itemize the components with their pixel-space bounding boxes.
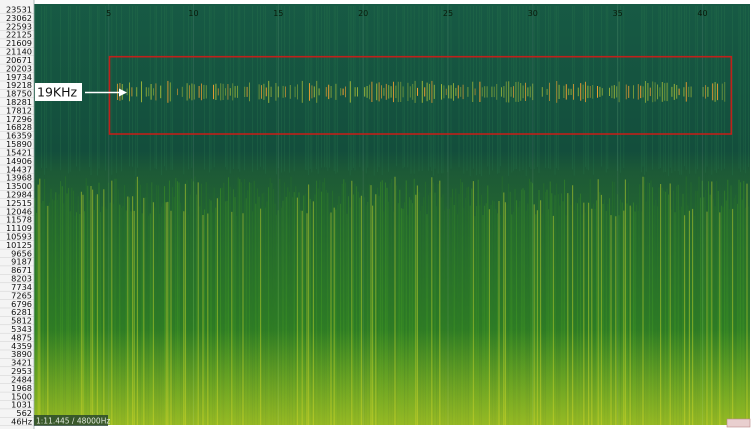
y-tick-label: 12046 (6, 206, 32, 216)
x-tick-label: 30 (528, 9, 538, 18)
y-tick-label: 11578 (6, 215, 32, 225)
y-tick-label: 1500 (11, 391, 32, 401)
y-tick-label: 12984 (6, 190, 32, 200)
y-tick-label: 21140 (6, 47, 32, 57)
y-tick-label: 9187 (11, 257, 32, 267)
y-tick-label: 11109 (6, 223, 32, 233)
y-tick-label: 13968 (6, 173, 32, 183)
y-tick-label: 3890 (11, 349, 32, 359)
y-tick-label: 23062 (6, 13, 32, 23)
y-tick-label: 18750 (6, 89, 32, 99)
y-tick-label: 3421 (11, 358, 32, 368)
y-tick-label: 20671 (6, 55, 32, 65)
y-axis: 2353123062225932212521609211402067120203… (0, 0, 35, 429)
y-tick-label: 22593 (6, 21, 32, 31)
x-tick-label: 20 (358, 9, 368, 18)
y-tick-label: 562 (16, 408, 32, 418)
y-tick-label: 19218 (6, 80, 32, 90)
y-tick-label: 16359 (6, 131, 32, 141)
x-tick-label: 10 (188, 9, 198, 18)
annotation-label-bg (35, 83, 82, 101)
y-tick-label: 20203 (6, 63, 32, 73)
y-tick-label: 2484 (11, 375, 32, 385)
x-tick-label: 35 (613, 9, 623, 18)
y-tick-label: 5343 (11, 324, 32, 334)
y-tick-label: 6796 (11, 299, 32, 309)
y-tick-label: 17296 (6, 114, 32, 124)
y-tick-label: 8203 (11, 274, 32, 284)
y-tick-label: 9656 (11, 248, 32, 258)
bottom-energy-band (34, 330, 750, 425)
annotation-callout: 19KHz (35, 83, 127, 101)
annotation-label: 19KHz (37, 85, 78, 100)
y-tick-label: 18281 (6, 97, 32, 107)
y-tick-label: 6281 (11, 307, 32, 317)
y-tick-label: 17812 (6, 105, 32, 115)
y-tick-label: 10593 (6, 232, 32, 242)
y-tick-label: 19734 (6, 72, 32, 82)
x-tick-label: 15 (273, 9, 283, 18)
tone-band (117, 80, 726, 103)
y-tick-label: 23531 (6, 5, 32, 15)
y-tick-label: 12515 (6, 198, 32, 208)
y-tick-label: 1031 (11, 400, 32, 410)
y-tick-label: 22125 (6, 30, 32, 40)
annotation-box (108, 55, 733, 135)
status-bg (34, 415, 108, 426)
status-text: 1:11.445 / 48000Hz (36, 417, 110, 426)
arrow-head-icon (119, 88, 127, 97)
y-tick-label: 4875 (11, 332, 32, 342)
y-tick-label: 21609 (6, 38, 32, 48)
status-bar: 1:11.445 / 48000Hz (34, 415, 110, 426)
y-tick-label: 14437 (6, 164, 32, 174)
y-tick-label: 4359 (11, 341, 32, 351)
y-tick-label: 46Hz (11, 417, 32, 427)
y-tick-label: 10125 (6, 240, 32, 250)
y-tick-label: 15421 (6, 147, 32, 157)
y-tick-label: 7265 (11, 290, 32, 300)
y-tick-label: 2953 (11, 366, 32, 376)
x-tick-label: 5 (106, 9, 111, 18)
y-tick-label: 14906 (6, 156, 32, 166)
y-tick-label: 16828 (6, 122, 32, 132)
x-axis: 5 10 15 20 25 30 35 40 (106, 4, 708, 425)
y-tick-label: 7734 (11, 282, 32, 292)
x-tick-label: 40 (697, 9, 707, 18)
y-tick-label: 15890 (6, 139, 32, 149)
y-tick-label: 5812 (11, 316, 32, 326)
y-axis-panel (0, 0, 34, 429)
x-tick-label: 25 (443, 9, 453, 18)
y-tick-label: 8671 (11, 265, 32, 275)
y-tick-label: 1968 (11, 383, 32, 393)
y-tick-label: 13500 (6, 181, 32, 191)
scroll-handle[interactable] (726, 418, 751, 428)
